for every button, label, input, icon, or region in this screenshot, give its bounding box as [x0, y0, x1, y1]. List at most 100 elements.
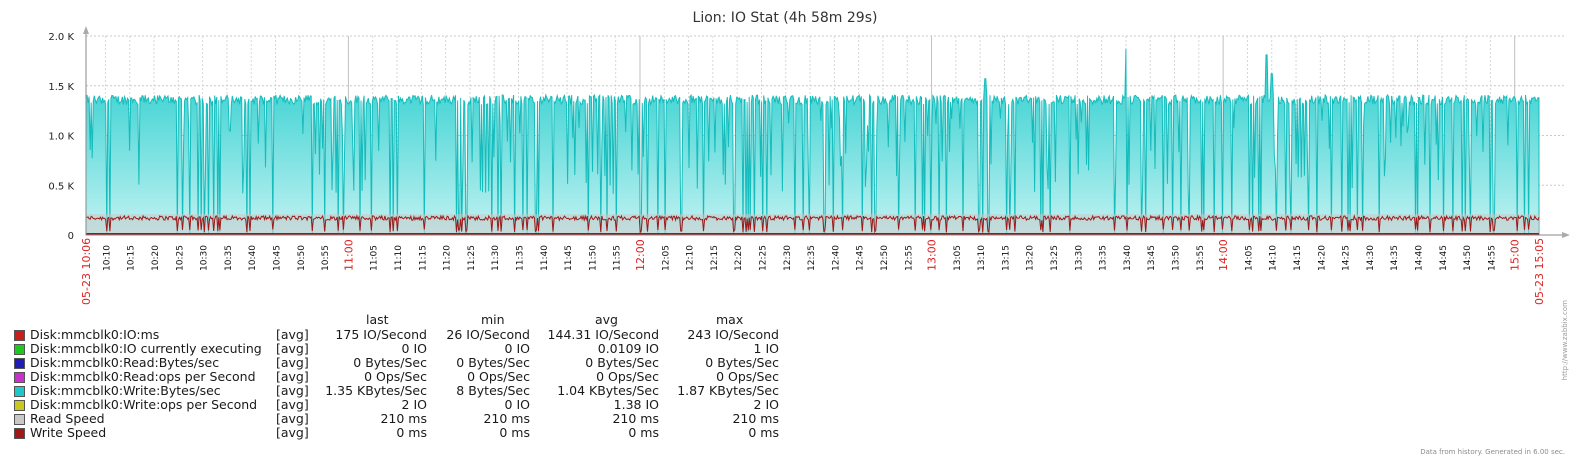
- legend-item-func: [avg]: [276, 369, 309, 384]
- legend-item-last: 2 IO: [401, 397, 427, 412]
- zabbix-watermark: http://www.zabbix.com: [1561, 300, 1569, 381]
- chart-title: Lion: IO Stat (4h 58m 29s): [693, 10, 878, 26]
- legend-item-name: Write Speed: [30, 425, 107, 440]
- x-tick-label: 10:50: [297, 245, 307, 271]
- x-start-label: 05-23 10:06: [80, 238, 93, 305]
- legend-swatch: [14, 428, 25, 439]
- legend-item-name: Disk:mmcblk0:Read:ops per Second: [30, 369, 256, 384]
- legend-item-avg: 0 Ops/Sec: [596, 369, 659, 384]
- legend-item-avg: 0 ms: [628, 425, 659, 440]
- legend-item-avg: 0 Bytes/Sec: [585, 355, 659, 370]
- legend-item-last: 1.35 KBytes/Sec: [325, 383, 427, 398]
- legend-row: Write Speed [avg] 0 ms 0 ms 0 ms 0 ms: [14, 426, 784, 440]
- x-tick-label: 11:45: [564, 245, 574, 271]
- x-tick-label: 11:30: [491, 245, 501, 271]
- footer-generated: Data from history. Generated in 6.00 sec…: [1420, 448, 1565, 456]
- legend-item-max: 0 Bytes/Sec: [705, 355, 779, 370]
- legend-item-max: 2 IO: [753, 397, 779, 412]
- x-tick-label: 12:50: [880, 245, 890, 271]
- legend-row: Disk:mmcblk0:Read:ops per Second [avg] 0 O…: [14, 370, 784, 384]
- y-tick-label: 0: [68, 231, 74, 242]
- x-tick-label: 15:00: [1509, 239, 1522, 271]
- legend-item-func: [avg]: [276, 425, 309, 440]
- legend-item-name: Disk:mmcblk0:Read:Bytes/sec: [30, 355, 220, 370]
- x-tick-label: 12:05: [661, 245, 671, 271]
- x-tick-label: 10:35: [224, 245, 234, 271]
- x-tick-label: 13:55: [1196, 245, 1206, 271]
- legend-row: Disk:mmcblk0:Write:ops per Second [avg] 2 …: [14, 398, 784, 412]
- legend-item-name: Disk:mmcblk0:IO currently executing: [30, 341, 262, 356]
- x-tick-label: 11:10: [394, 245, 404, 271]
- x-tick-label: 14:25: [1342, 245, 1352, 271]
- legend-item-min: 0 Bytes/Sec: [456, 355, 530, 370]
- legend-item-max: 0 Ops/Sec: [716, 369, 779, 384]
- x-tick-label: 13:50: [1172, 245, 1182, 271]
- axes: 0 0.5 K 1.0 K 1.5 K 2.0 K 10:10 10:15 10:20 10:2…: [48, 26, 1570, 305]
- x-tick-label: 13:05: [953, 245, 963, 271]
- x-tick-label: 11:25: [467, 245, 477, 271]
- x-tick-label: 11:35: [515, 245, 525, 271]
- x-tick-label: 10:30: [200, 245, 210, 271]
- x-tick-label: 12:45: [856, 245, 866, 271]
- x-tick-label: 14:05: [1244, 245, 1254, 271]
- x-tick-label: 13:25: [1050, 245, 1060, 271]
- legend-row: Disk:mmcblk0:Read:Bytes/sec [avg] 0 Bytes/…: [14, 356, 784, 370]
- legend-swatch: [14, 330, 25, 341]
- legend-swatch: [14, 344, 25, 355]
- legend-header-avg: avg: [595, 312, 618, 327]
- legend-item-func: [avg]: [276, 355, 309, 370]
- x-axis-arrow: [1562, 232, 1570, 238]
- legend-item-max: 210 ms: [732, 411, 779, 426]
- legend-item-min: 0 Ops/Sec: [467, 369, 530, 384]
- legend-item-min: 210 ms: [483, 411, 530, 426]
- legend-item-avg: 1.04 KBytes/Sec: [557, 383, 659, 398]
- legend-item-last: 0 ms: [396, 425, 427, 440]
- legend-item-last: 210 ms: [380, 411, 427, 426]
- x-tick-label: 14:45: [1439, 245, 1449, 271]
- plot-series: [85, 48, 1540, 236]
- x-tick-label: 12:20: [734, 245, 744, 271]
- legend-item-avg: 144.31 IO/Second: [547, 327, 659, 342]
- legend-header-max: max: [716, 312, 744, 327]
- y-tick-label: 1.5 K: [48, 82, 74, 93]
- x-tick-label: 10:55: [321, 245, 331, 271]
- legend-swatch: [14, 400, 25, 411]
- x-tick-label: 12:30: [783, 245, 793, 271]
- x-tick-label: 14:40: [1415, 245, 1425, 271]
- x-tick-label: 11:50: [588, 245, 598, 271]
- series-io-ms-line: [85, 214, 1540, 234]
- legend-item-max: 1 IO: [753, 341, 779, 356]
- x-tick-label: 14:00: [1217, 239, 1230, 271]
- legend-item-name: Read Speed: [30, 411, 105, 426]
- y-tick-label: 1.0 K: [48, 132, 74, 143]
- x-tick-label: 12:40: [831, 245, 841, 271]
- legend-header-min: min: [481, 312, 505, 327]
- x-tick-label: 10:45: [273, 245, 283, 271]
- x-tick-label: 14:35: [1390, 245, 1400, 271]
- y-tick-label: 0.5 K: [48, 181, 74, 192]
- x-tick-label: 12:35: [807, 245, 817, 271]
- legend-swatch: [14, 386, 25, 397]
- x-tick-label: 10:40: [248, 245, 258, 271]
- x-tick-label: 10:25: [175, 245, 185, 271]
- legend-item-max: 1.87 KBytes/Sec: [677, 383, 779, 398]
- legend-item-name: Disk:mmcblk0:Write:Bytes/sec: [30, 383, 221, 398]
- legend-item-func: [avg]: [276, 411, 309, 426]
- x-tick-label: 11:00: [342, 239, 355, 271]
- x-tick-label: 10:10: [102, 245, 112, 271]
- x-tick-label: 11:15: [418, 245, 428, 271]
- x-tick-label: 13:40: [1123, 245, 1133, 271]
- legend-row: Read Speed [avg] 210 ms 210 ms 210 ms 210 ms: [14, 412, 784, 426]
- legend-item-func: [avg]: [276, 341, 309, 356]
- legend-item-avg: 1.38 IO: [613, 397, 659, 412]
- x-tick-label: 12:55: [904, 245, 914, 271]
- x-tick-label: 11:40: [540, 245, 550, 271]
- x-tick-label: 13:30: [1074, 245, 1084, 271]
- series-write-bytes-area: [85, 48, 1540, 236]
- x-tick-label: 11:20: [443, 245, 453, 271]
- legend-item-last: 0 Ops/Sec: [364, 369, 427, 384]
- x-tick-label: 14:15: [1293, 245, 1303, 271]
- legend-swatch: [14, 414, 25, 425]
- legend-item-name: Disk:mmcblk0:IO:ms: [30, 327, 160, 342]
- legend-row: Disk:mmcblk0:IO currently executing [avg]…: [14, 342, 784, 356]
